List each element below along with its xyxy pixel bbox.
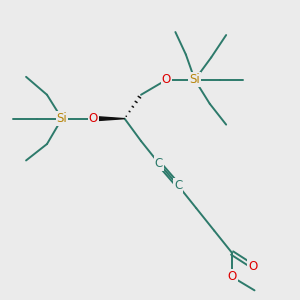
Text: O: O xyxy=(248,260,258,273)
Text: C: C xyxy=(174,179,182,192)
Text: O: O xyxy=(162,73,171,86)
Polygon shape xyxy=(95,117,124,121)
Text: O: O xyxy=(227,270,237,284)
Text: Si: Si xyxy=(189,73,200,86)
Text: Si: Si xyxy=(56,112,67,125)
Text: O: O xyxy=(88,112,98,125)
Text: C: C xyxy=(155,157,163,170)
